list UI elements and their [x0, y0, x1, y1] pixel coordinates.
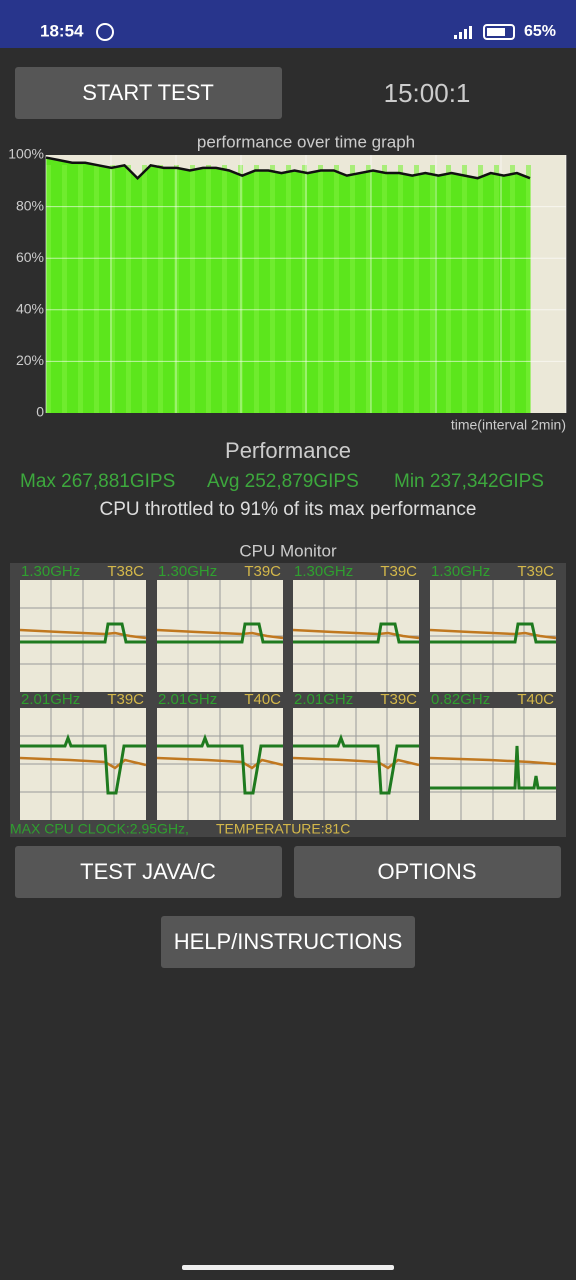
signal-icon [454, 26, 472, 39]
core-temperature: T40C [517, 691, 554, 708]
core-temperature: T39C [244, 563, 281, 580]
help-label: HELP/INSTRUCTIONS [174, 929, 403, 954]
fill-stripe [430, 165, 435, 413]
y-label: 100% [8, 146, 44, 162]
fill-stripe [446, 165, 451, 413]
battery-icon [483, 24, 515, 40]
battery-text: 65% [524, 23, 556, 40]
core-temperature: T40C [244, 691, 281, 708]
test-java-label: TEST JAVA/C [80, 859, 216, 884]
core-grid [19, 707, 147, 821]
core-temperature: T39C [380, 691, 417, 708]
core-frequency: 1.30GHz [431, 563, 490, 580]
fill-stripe [382, 165, 387, 413]
core-frequency: 2.01GHz [294, 691, 353, 708]
fill-stripe [302, 165, 307, 413]
core-frequency: 2.01GHz [21, 691, 80, 708]
timer: 15:00:1 [384, 78, 471, 108]
fill-stripe [62, 165, 67, 413]
core-temperature: T38C [107, 563, 144, 580]
start-test-button[interactable] [15, 67, 282, 119]
fill-stripe [478, 165, 483, 413]
fill-stripe [110, 165, 115, 413]
performance-line [45, 156, 531, 180]
core-temperature: T39C [107, 691, 144, 708]
fill-stripe [462, 165, 467, 413]
fill-stripe [334, 165, 339, 413]
fill-stripe [510, 165, 515, 413]
core-frequency: 1.30GHz [21, 563, 80, 580]
nav-handle [182, 1265, 394, 1270]
test-java-button[interactable] [15, 846, 282, 898]
fill-stripe [126, 165, 131, 413]
fill-stripe [46, 165, 51, 413]
fill-stripe [350, 165, 355, 413]
alarm-icon [96, 23, 114, 41]
options-label: OPTIONS [377, 859, 476, 884]
y-label: 20% [16, 352, 44, 368]
fill-stripe [286, 165, 291, 413]
fill-stripe [158, 165, 163, 413]
fill-stripe [270, 165, 275, 413]
graph-title: performance over time graph [197, 132, 415, 151]
fill-stripe [494, 165, 499, 413]
options-button[interactable] [294, 846, 561, 898]
start-test-label: START TEST [82, 80, 214, 105]
core-grid [156, 707, 284, 821]
core-frequency: 1.30GHz [158, 563, 217, 580]
cpu-monitor-title: CPU Monitor [239, 541, 337, 560]
fill-stripe [318, 165, 323, 413]
core-grid [292, 707, 420, 821]
max-cpu-clock: MAX CPU CLOCK:2.95GHz, [10, 821, 189, 837]
avg-score: Avg 252,879GIPS [207, 471, 359, 492]
throttle-text: CPU throttled to 91% of its max performa… [100, 499, 477, 520]
status-bar [0, 0, 576, 48]
fill-stripe [398, 165, 403, 413]
fill-stripe [414, 165, 419, 413]
fill-stripe [254, 165, 259, 413]
core-temperature: T39C [380, 563, 417, 580]
y-label: 0 [36, 404, 44, 420]
core-frequency: 2.01GHz [158, 691, 217, 708]
core-grid [429, 707, 557, 821]
help-button[interactable] [161, 916, 415, 968]
fill-stripe [526, 165, 531, 413]
fill-stripe [366, 165, 371, 413]
y-label: 40% [16, 301, 44, 317]
battery-level [487, 28, 505, 36]
performance-title: Performance [225, 438, 351, 463]
core-frequency: 1.30GHz [294, 563, 353, 580]
core-temperature: T39C [517, 563, 554, 580]
fill-stripe [142, 165, 147, 413]
max-temperature: TEMPERATURE:81C [216, 821, 350, 837]
x-axis-label: time(interval 2min) [451, 417, 566, 433]
y-label: 60% [16, 249, 44, 265]
max-score: Max 267,881GIPS [20, 471, 175, 492]
fill-stripe [206, 165, 211, 413]
min-score: Min 237,342GIPS [394, 471, 544, 492]
fill-stripe [78, 165, 83, 413]
fill-stripe [94, 165, 99, 413]
clock: 18:54 [40, 21, 84, 40]
core-frequency: 0.82GHz [431, 691, 490, 708]
fill-stripe [222, 165, 227, 413]
fill-stripe [190, 165, 195, 413]
y-label: 80% [16, 197, 44, 213]
